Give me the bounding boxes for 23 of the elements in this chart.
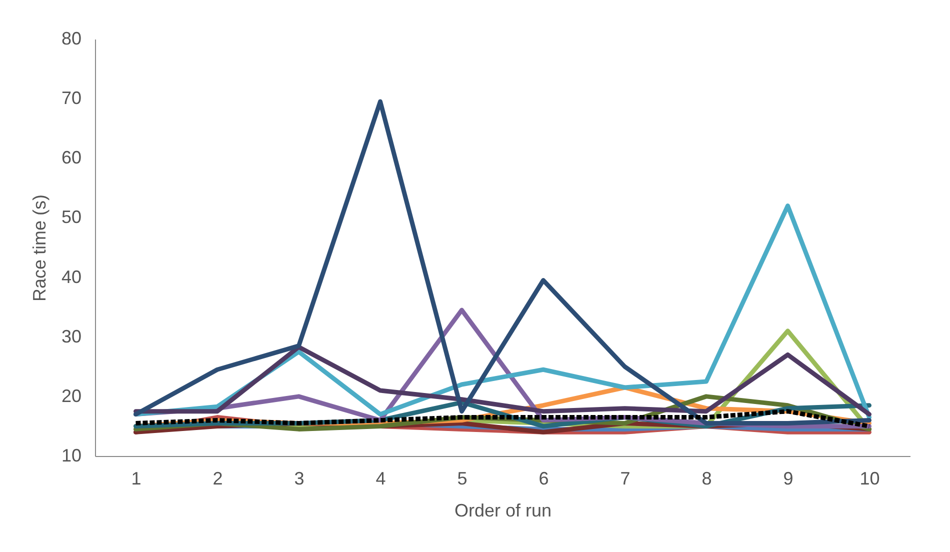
x-tick-label: 4	[376, 468, 386, 488]
line-series	[134, 409, 872, 428]
x-tick-label: 5	[457, 468, 468, 488]
y-tick-label: 10	[61, 446, 82, 466]
x-tick-label: 9	[783, 468, 794, 488]
x-tick-label: 3	[294, 468, 304, 488]
x-tick-label: 8	[702, 468, 712, 488]
y-tick-label: 70	[61, 88, 82, 108]
x-tick-label: 10	[860, 468, 880, 488]
x-tick-label: 2	[212, 468, 223, 488]
x-axis-title: Order of run	[454, 500, 552, 520]
y-tick-label: 80	[61, 28, 82, 48]
x-tick-label: 1	[131, 468, 142, 488]
x-tick-label: 7	[620, 468, 630, 488]
y-tick-label: 40	[61, 266, 82, 287]
y-tick-label: 50	[61, 207, 82, 228]
x-tick-label: 6	[538, 468, 549, 488]
y-tick-label: 20	[61, 386, 82, 406]
line-series	[134, 99, 872, 426]
line-series	[134, 344, 872, 417]
y-tick-label: 30	[61, 326, 82, 346]
y-tick-label: 60	[61, 148, 82, 168]
y-axis-title: Race time (s)	[29, 194, 50, 302]
